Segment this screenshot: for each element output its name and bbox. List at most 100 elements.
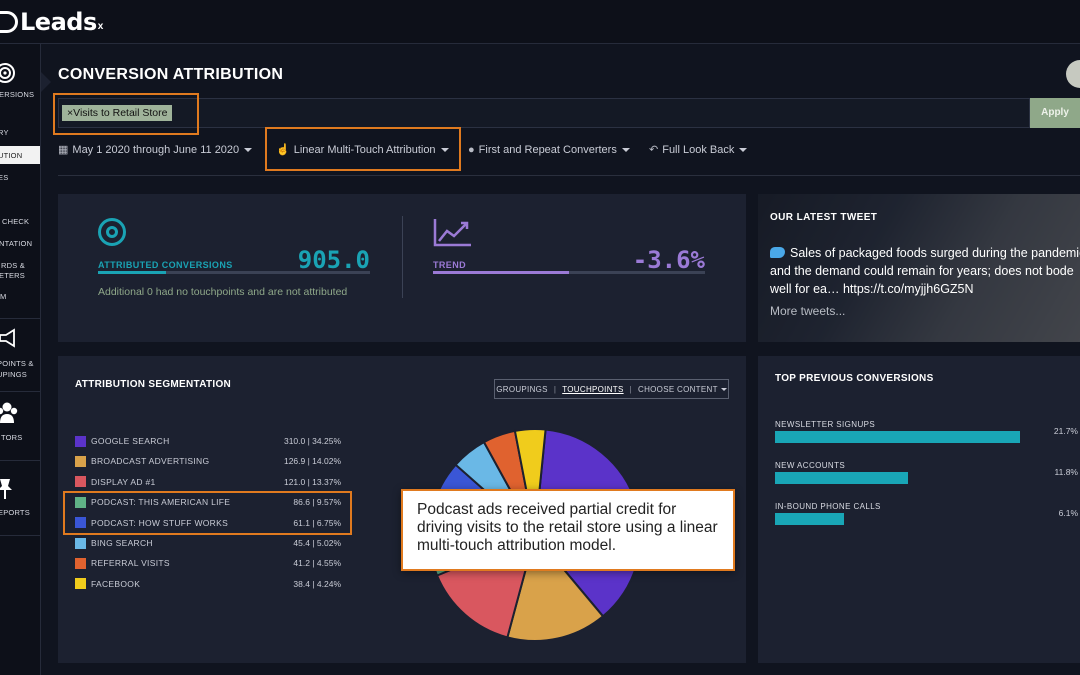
legend-item[interactable]: GOOGLE SEARCH 310.0 | 34.25% xyxy=(75,434,341,448)
tweet-body: Sales of packaged foods surged during th… xyxy=(770,246,1080,296)
previous-conversions-title: TOP PREVIOUS CONVERSIONS xyxy=(775,373,934,384)
legend-item[interactable]: REFERRAL VISITS 41.2 | 4.55% xyxy=(75,556,341,570)
sidebar-divider xyxy=(0,391,40,392)
legend-label: PODCAST: HOW STUFF WORKS xyxy=(91,517,229,528)
sidebar-item-visitors[interactable]: TORS xyxy=(1,433,23,442)
sidebar-item-segmentation[interactable]: NTATION xyxy=(0,239,33,248)
chevron-down-icon xyxy=(739,147,748,152)
previous-conversion-pct: 6.1% xyxy=(1058,508,1078,518)
legend-item[interactable]: BING SEARCH 45.4 | 5.02% xyxy=(75,536,341,550)
chevron-down-icon xyxy=(440,147,449,152)
sidebar-item-groupings[interactable]: UPINGS xyxy=(0,370,27,379)
tab-touchpoints[interactable]: TOUCHPOINTS xyxy=(562,384,624,394)
legend-swatch xyxy=(75,517,86,529)
legend-swatch xyxy=(75,435,86,447)
legend-item[interactable]: PODCAST: HOW STUFF WORKS 61.1 | 6.75% xyxy=(75,516,341,530)
legend-value: 38.4 | 4.24% xyxy=(293,578,341,589)
sidebar-divider xyxy=(0,535,40,536)
legend-swatch xyxy=(75,476,86,488)
chevron-down-icon xyxy=(720,387,727,391)
sidebar-divider xyxy=(0,318,40,319)
tab-separator: | xyxy=(629,384,632,394)
tweet-text[interactable]: Sales of packaged foods surged during th… xyxy=(770,244,1080,298)
sidebar-item-standards[interactable]: RDS & xyxy=(1,261,25,270)
legend-swatch xyxy=(75,537,86,549)
previous-conversion-pct: 21.7% xyxy=(1053,426,1078,436)
legend-item[interactable]: DISPLAY AD #1 121.0 | 13.37% xyxy=(75,475,341,489)
podcast-highlight xyxy=(63,491,352,535)
segmentation-tabs: GROUPINGS | TOUCHPOINTS | CHOOSE CONTENT xyxy=(494,379,729,399)
trend-chart-icon xyxy=(433,219,471,247)
target-icon xyxy=(98,218,126,246)
sidebar-item-custom[interactable]: M xyxy=(0,292,7,301)
trend-bar-track xyxy=(433,271,705,274)
legend-value: 126.9 | 14.02% xyxy=(283,456,341,467)
chevron-down-icon xyxy=(621,148,630,152)
legend-item[interactable]: PODCAST: THIS AMERICAN LIFE 86.6 | 9.57% xyxy=(75,495,341,509)
legend-value: 45.4 | 5.02% xyxy=(293,538,341,548)
page-title: CONVERSION ATTRIBUTION xyxy=(58,66,284,83)
sidebar: ERSIONS RY UTION ES CHECK NTATION RDS & … xyxy=(0,44,41,675)
attributed-conversions-label: ATTRIBUTED CONVERSIONS xyxy=(98,260,233,270)
legend-item[interactable]: BROADCAST ADVERTISING 126.9 | 14.02% xyxy=(75,454,341,468)
date-range-dropdown[interactable]: ▦ May 1 2020 through June 11 2020 xyxy=(58,143,253,156)
attribution-model-dropdown[interactable]: ☝ Linear Multi-Touch Attribution xyxy=(276,143,449,156)
annotation-callout: Podcast ads received partial credit for … xyxy=(401,489,735,571)
chip-highlight xyxy=(53,93,199,135)
tweet-title: OUR LATEST TWEET xyxy=(770,212,878,223)
model-highlight xyxy=(265,127,461,171)
avatar[interactable] xyxy=(1066,60,1080,88)
undo-arrow-icon: ↶ xyxy=(649,144,659,156)
apply-button[interactable]: Apply xyxy=(1030,98,1080,128)
app-logo[interactable]: Leads x xyxy=(0,6,103,38)
megaphone-icon xyxy=(0,328,15,348)
sidebar-item-sources[interactable]: ES xyxy=(0,173,9,182)
sidebar-item-attribution[interactable]: UTION xyxy=(0,146,40,164)
attribution-note: Additional 0 had no touchpoints and are … xyxy=(98,286,348,298)
legend-value: 310.0 | 34.25% xyxy=(283,436,341,446)
sidebar-item-health-check[interactable]: CHECK xyxy=(2,217,30,226)
sidebar-item-touchpoints[interactable]: POINTS & xyxy=(0,359,34,368)
latest-tweet-panel: OUR LATEST TWEET Sales of packaged foods… xyxy=(758,194,1080,342)
logo-suffix: x xyxy=(97,20,104,32)
more-tweets-link[interactable]: More tweets... xyxy=(770,304,846,318)
sidebar-item-reports[interactable]: EPORTS xyxy=(0,508,30,517)
legend-label: FACEBOOK xyxy=(91,578,141,589)
date-range-label: May 1 2020 through June 11 2020 xyxy=(72,143,240,156)
sidebar-item-summary[interactable]: RY xyxy=(0,128,9,137)
kpi-divider xyxy=(402,216,403,298)
previous-conversion-label: NEW ACCOUNTS xyxy=(775,461,846,470)
legend-item[interactable]: FACEBOOK 38.4 | 4.24% xyxy=(75,577,341,591)
legend-swatch xyxy=(75,455,86,467)
attributed-conversions-value: 905.0 xyxy=(297,246,370,274)
converters-label: First and Repeat Converters xyxy=(478,144,617,156)
logo-text: Leads xyxy=(20,8,97,36)
previous-conversion-bar[interactable] xyxy=(775,472,909,484)
pushpin-icon xyxy=(0,479,12,499)
tab-choose-content[interactable]: CHOOSE CONTENT xyxy=(638,384,718,394)
pie-slice[interactable] xyxy=(513,428,547,536)
trend-value: -3.6% xyxy=(632,246,705,274)
top-bar: Leads x xyxy=(0,0,1080,44)
converters-dropdown[interactable]: ● First and Repeat Converters xyxy=(468,144,630,156)
legend-value: 61.1 | 6.75% xyxy=(293,517,341,528)
previous-conversion-bar[interactable] xyxy=(775,431,1020,443)
user-icon: ● xyxy=(468,144,475,156)
sidebar-divider xyxy=(0,460,40,461)
previous-conversion-label: NEWSLETTER SIGNUPS xyxy=(775,420,876,429)
sidebar-item-conversions[interactable]: ERSIONS xyxy=(0,90,35,99)
previous-conversions-panel xyxy=(758,356,1080,663)
sidebar-item-attribution-label: UTION xyxy=(0,151,23,160)
previous-conversion-bar[interactable] xyxy=(775,513,844,525)
filter-input[interactable] xyxy=(58,98,1030,128)
attributed-bar-fill xyxy=(98,271,166,274)
sidebar-item-parameters[interactable]: ETERS xyxy=(0,271,26,280)
filter-chip-visits-retail[interactable]: ×Visits to Retail Store xyxy=(62,105,173,121)
previous-conversion-label: IN-BOUND PHONE CALLS xyxy=(775,502,881,511)
previous-conversion-pct: 11.8% xyxy=(1054,467,1078,477)
tab-groupings[interactable]: GROUPINGS xyxy=(496,384,548,394)
segmentation-title: ATTRIBUTION SEGMENTATION xyxy=(75,379,232,390)
lookback-label: Full Look Back xyxy=(662,143,735,156)
trend-bar-fill xyxy=(433,271,569,274)
lookback-dropdown[interactable]: ↶ Full Look Back xyxy=(649,143,748,156)
